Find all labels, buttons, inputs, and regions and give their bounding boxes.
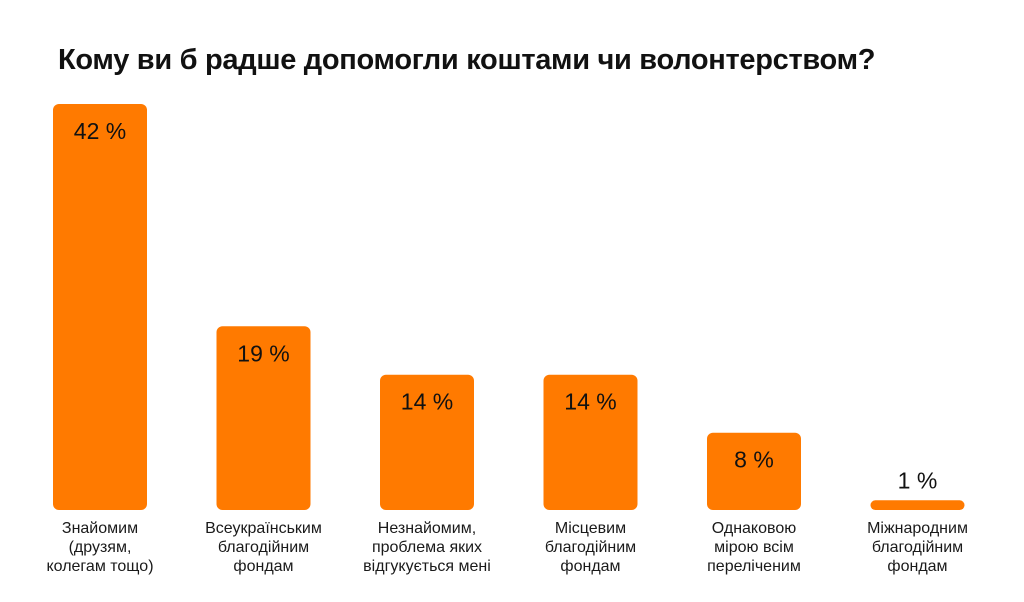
bar-5 xyxy=(707,432,801,510)
bar-4 xyxy=(543,374,638,510)
category-label-2: Всеукраїнським благодійним фондам xyxy=(205,520,322,575)
value-label-1: 42 % xyxy=(74,118,126,144)
chart-title: Кому ви б радше допомогли коштами чи вол… xyxy=(58,44,876,76)
bars-group xyxy=(53,104,965,510)
value-label-5: 8 % xyxy=(734,447,774,473)
value-label-6: 1 % xyxy=(898,467,938,493)
value-label-2: 19 % xyxy=(237,340,289,366)
bar-2 xyxy=(216,326,311,510)
value-label-4: 14 % xyxy=(564,389,616,415)
category-label-5: Однаковою мірою всім переліченим xyxy=(707,520,801,575)
category-label-4: Місцевим благодійним фондам xyxy=(544,520,637,575)
value-labels-group: 42 % 19 % 14 % 14 % 8 % 1 % xyxy=(74,118,938,493)
value-label-3: 14 % xyxy=(401,389,453,415)
bar-6 xyxy=(870,500,965,510)
category-label-1: Знайомим (друзям, колегам тощо) xyxy=(46,520,154,575)
category-label-3: Незнайомим, проблема яких відгукується м… xyxy=(363,520,491,575)
category-label-6: Міжнародним благодійним фондам xyxy=(867,520,968,575)
bar-3 xyxy=(380,374,474,510)
bar-1 xyxy=(53,104,147,510)
